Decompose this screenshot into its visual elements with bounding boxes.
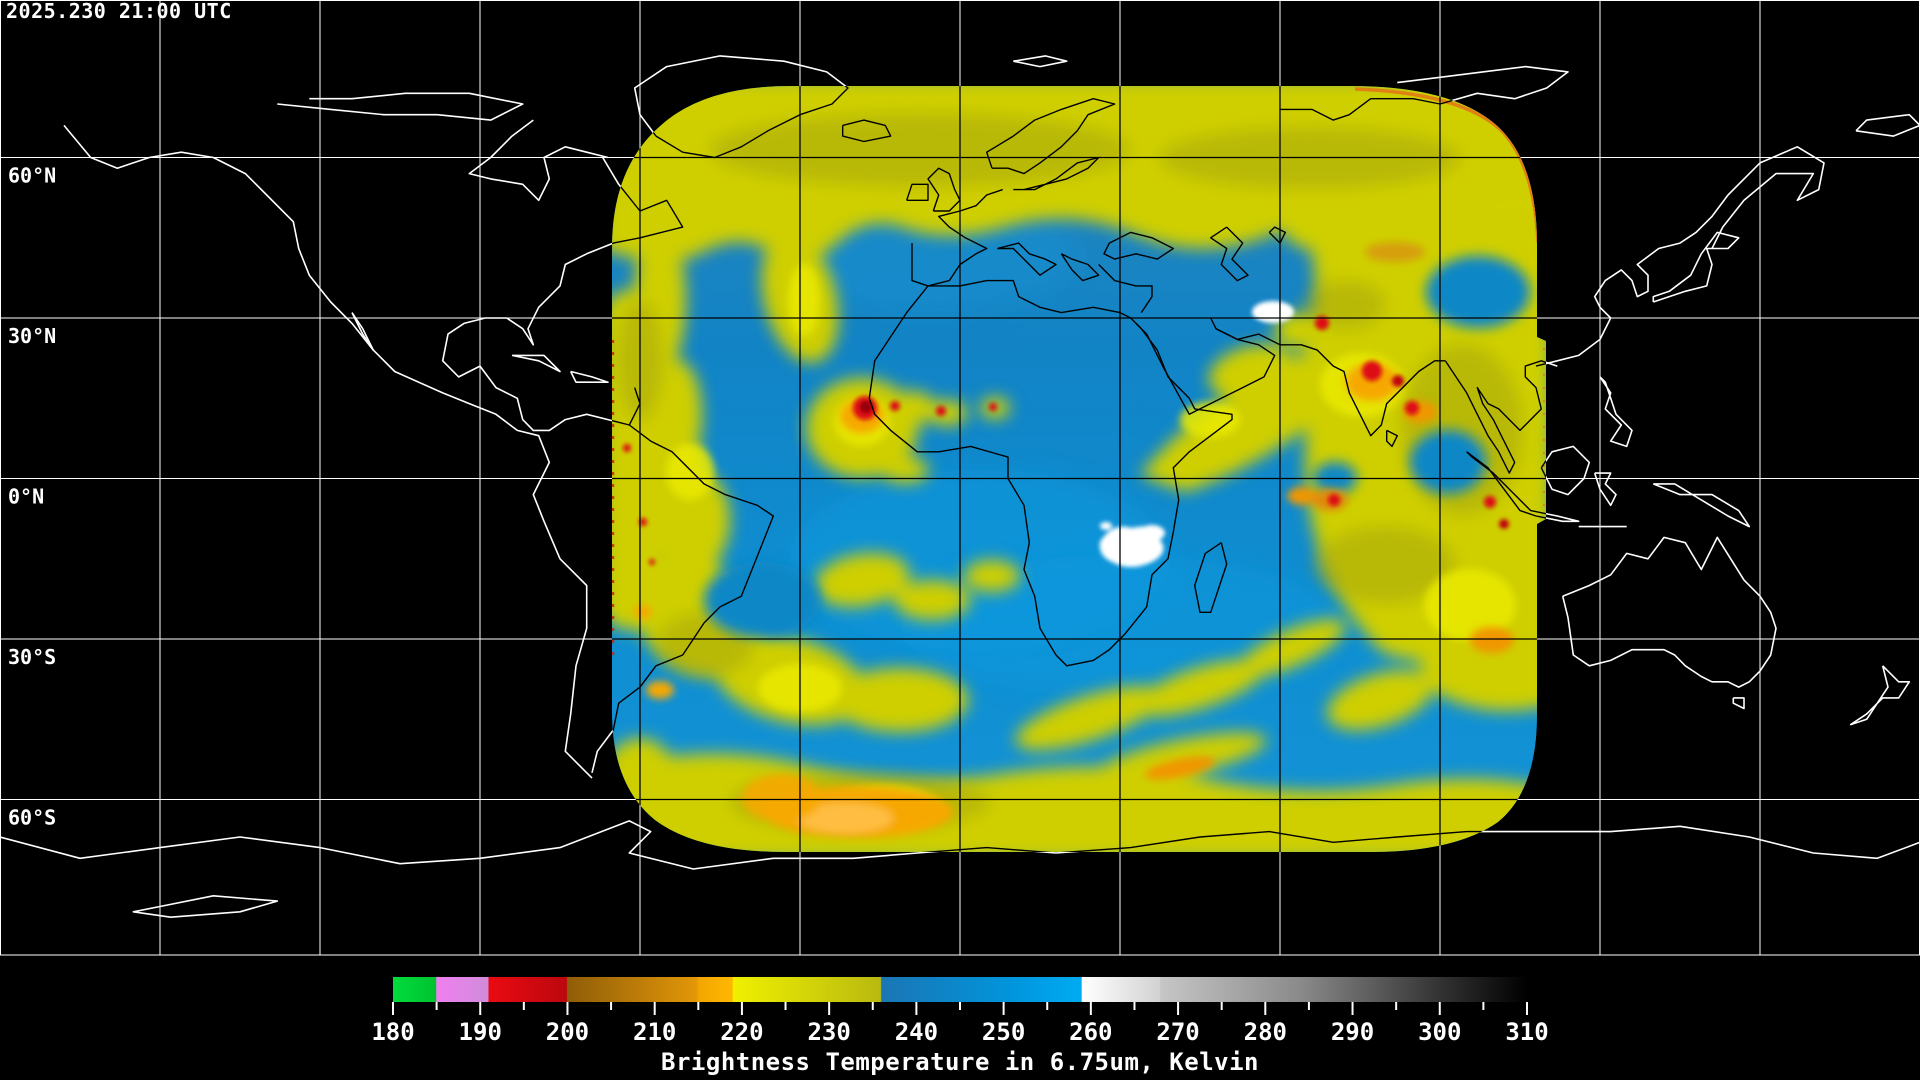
coastline (612, 820, 1546, 852)
coastline (1540, 445, 1546, 496)
coastline (612, 157, 774, 773)
colorbar-ticks (392, 1002, 1528, 1015)
colorbar-panel: 180 190 200 210 220 230 240 250 260 270 280 290 300 3… (371, 977, 1549, 1076)
coastline (1849, 665, 1911, 726)
coastline (132, 894, 279, 919)
convective-red-cores (623, 316, 1509, 565)
coastline (1732, 697, 1745, 710)
coastline (351, 312, 375, 351)
colorbar-tick-label: 180 (371, 1018, 414, 1046)
latitude-label: 0°N (8, 485, 44, 509)
map-canvas: 60°N 30°N 0°N 30°S 60°S 2025.230 21:00 UTC (0, 0, 1920, 956)
coastline (1268, 226, 1287, 244)
colorbar-gradient (393, 977, 1527, 1002)
coastline (868, 279, 1233, 667)
coastline (277, 92, 524, 121)
swath-rim-orange (1354, 87, 1540, 243)
coastline (927, 167, 961, 212)
coastline (1209, 226, 1249, 282)
coastline (634, 86, 849, 159)
coastline (1540, 445, 1591, 496)
colorbar-tick-label: 310 (1505, 1018, 1548, 1046)
colorbar-tick-label: 280 (1244, 1018, 1287, 1046)
colorbar-tick-label: 200 (546, 1018, 589, 1046)
coastline (1653, 483, 1751, 528)
coastline (1599, 376, 1633, 448)
satellite-swath (612, 86, 1546, 852)
coastline (1535, 146, 1546, 367)
colorbar-tick-label: 230 (807, 1018, 850, 1046)
coastline (1215, 328, 1446, 437)
coastline (1098, 264, 1153, 313)
colorbar-tick-label: 290 (1331, 1018, 1374, 1046)
colorbar-tick-labels: 180 190 200 210 220 230 240 250 260 270 280 290 300 3… (371, 1018, 1548, 1046)
coastlines-inside (64, 86, 1632, 852)
colorbar-tick-label: 190 (459, 1018, 502, 1046)
colorbar-tick-label: 220 (720, 1018, 763, 1046)
coastline (469, 120, 608, 200)
coastline (1060, 253, 1100, 282)
coastline (842, 119, 892, 143)
coastline (1466, 451, 1546, 522)
coastline (511, 354, 561, 373)
latitude-labels: 60°N 30°N 0°N 30°S 60°S (8, 164, 56, 830)
latitude-label: 30°N (8, 324, 56, 348)
coastline (1013, 55, 1068, 68)
coastline (468, 119, 609, 202)
latitude-label: 60°S (8, 806, 56, 830)
coastline (1855, 113, 1920, 137)
colorbar-tick-label: 210 (633, 1018, 676, 1046)
colorbar-title: Brightness Temperature in 6.75um, Kelvin (661, 1048, 1259, 1076)
latitude-label: 30°S (8, 645, 56, 669)
graticule-inside (0, 0, 1920, 955)
coastline (906, 183, 929, 202)
coastline (1013, 156, 1100, 191)
colorbar-tick-label: 250 (982, 1018, 1025, 1046)
coastline (1535, 146, 1825, 367)
colorbar-tick-label: 270 (1156, 1018, 1199, 1046)
colorbar-tick-label: 300 (1418, 1018, 1461, 1046)
coastline (569, 370, 609, 384)
coastline (1444, 360, 1546, 474)
coastline (1593, 472, 1617, 507)
coastline (986, 97, 1116, 175)
coastline (1385, 429, 1399, 448)
coastline (911, 188, 1003, 287)
latitude-label: 60°N (8, 164, 56, 188)
coastline (628, 387, 641, 426)
coastline (997, 242, 1057, 276)
coastline (1600, 377, 1632, 447)
coastline (63, 124, 593, 779)
timestamp-label: 2025.230 21:00 UTC (6, 0, 232, 23)
coastline (1561, 536, 1777, 688)
colorbar-tick-label: 240 (895, 1018, 938, 1046)
coastline (1652, 231, 1740, 303)
coastline (1193, 542, 1228, 613)
coastline (64, 125, 592, 778)
coastline (1103, 231, 1175, 260)
colorbar-tick-label: 260 (1069, 1018, 1112, 1046)
